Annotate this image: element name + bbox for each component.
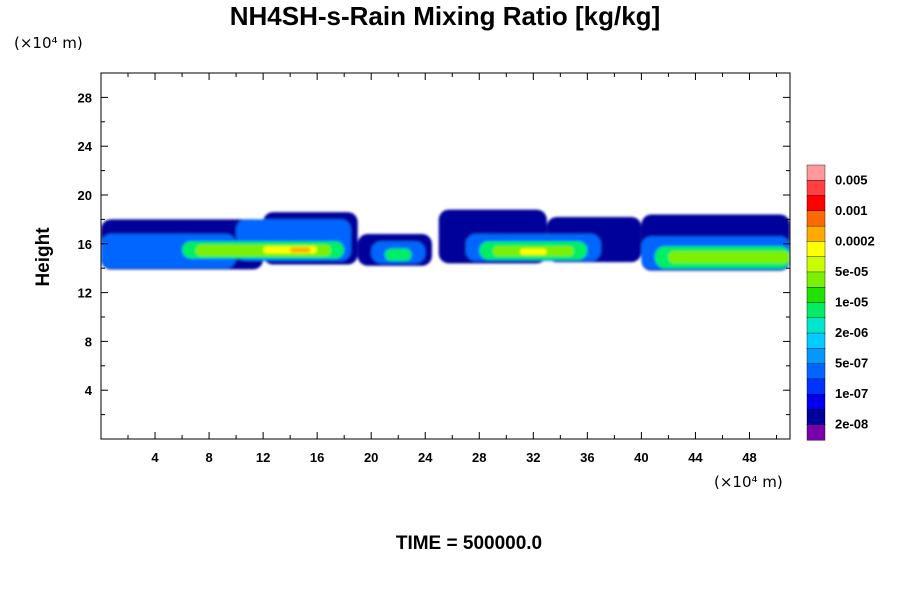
colorbar-swatch bbox=[806, 225, 826, 242]
x-tick-label: 36 bbox=[580, 450, 594, 465]
y-unit-label: (×10⁴ m) bbox=[14, 34, 83, 52]
colorbar-label: 5e-05 bbox=[835, 264, 868, 279]
colorbar-swatch bbox=[806, 256, 826, 273]
colorbar-label: 1e-05 bbox=[835, 295, 868, 310]
colorbar-swatch bbox=[806, 332, 826, 349]
colorbar-swatch bbox=[806, 409, 826, 426]
x-tick-label: 16 bbox=[310, 450, 324, 465]
plot-frame bbox=[100, 72, 791, 440]
contour-band bbox=[384, 248, 412, 261]
y-axis: 4 8 12 16 20 24 28 bbox=[78, 90, 790, 416]
colorbar-swatch bbox=[806, 241, 826, 258]
y-tick-label: 28 bbox=[78, 90, 92, 105]
colorbar-label: 5e-07 bbox=[835, 356, 868, 371]
colorbar-label: 1e-07 bbox=[835, 386, 868, 401]
contour-band bbox=[290, 247, 311, 253]
colorbar-swatch bbox=[806, 195, 826, 212]
contour-field bbox=[101, 209, 790, 271]
colorbar-swatch bbox=[806, 393, 826, 410]
y-tick-label: 20 bbox=[78, 188, 92, 203]
x-tick-label: 8 bbox=[205, 450, 212, 465]
colorbar-swatch bbox=[806, 302, 826, 319]
y-tick-label: 12 bbox=[78, 286, 92, 301]
colorbar-swatch bbox=[806, 164, 826, 181]
colorbar-swatch bbox=[806, 317, 826, 334]
colorbar-label: 2e-08 bbox=[835, 417, 868, 432]
x-tick-label: 4 bbox=[151, 450, 159, 465]
x-tick-label: 24 bbox=[418, 450, 433, 465]
x-tick-label: 12 bbox=[256, 450, 270, 465]
colorbar-label: 0.005 bbox=[835, 172, 868, 187]
colorbar: 0.005 0.001 0.0002 5e-05 1e-05 2e-06 5e-07 1e-0… bbox=[806, 164, 875, 441]
chart-title: NH4SH-s-Rain Mixing Ratio [kg/kg] bbox=[230, 1, 660, 31]
colorbar-swatch bbox=[806, 378, 826, 395]
colorbar-swatch bbox=[806, 348, 826, 365]
x-axis: 4 8 12 16 20 24 28 32 36 40 44 48 bbox=[127, 73, 777, 465]
contour-band bbox=[668, 251, 790, 264]
colorbar-label: 2e-06 bbox=[835, 325, 868, 340]
y-tick-label: 4 bbox=[85, 383, 93, 398]
y-tick-label: 16 bbox=[78, 237, 92, 252]
x-tick-label: 32 bbox=[526, 450, 540, 465]
x-tick-label: 44 bbox=[688, 450, 703, 465]
colorbar-swatch bbox=[806, 271, 826, 288]
colorbar-swatch bbox=[806, 180, 826, 197]
y-tick-label: 24 bbox=[78, 139, 93, 154]
x-unit-label: (×10⁴ m) bbox=[714, 473, 783, 491]
colorbar-swatch bbox=[806, 424, 826, 441]
x-tick-label: 48 bbox=[742, 450, 756, 465]
colorbar-swatch bbox=[806, 363, 826, 380]
colorbar-label: 0.001 bbox=[835, 203, 868, 218]
contour-band bbox=[519, 248, 547, 255]
time-label: TIME = 500000.0 bbox=[396, 533, 542, 554]
colorbar-swatch bbox=[806, 210, 826, 227]
x-tick-label: 20 bbox=[364, 450, 378, 465]
y-tick-label: 8 bbox=[85, 334, 92, 349]
colorbar-swatch bbox=[806, 287, 826, 304]
x-tick-label: 28 bbox=[472, 450, 486, 465]
colorbar-label: 0.0002 bbox=[835, 233, 875, 248]
y-axis-label: Height bbox=[33, 227, 54, 287]
x-tick-label: 40 bbox=[634, 450, 648, 465]
